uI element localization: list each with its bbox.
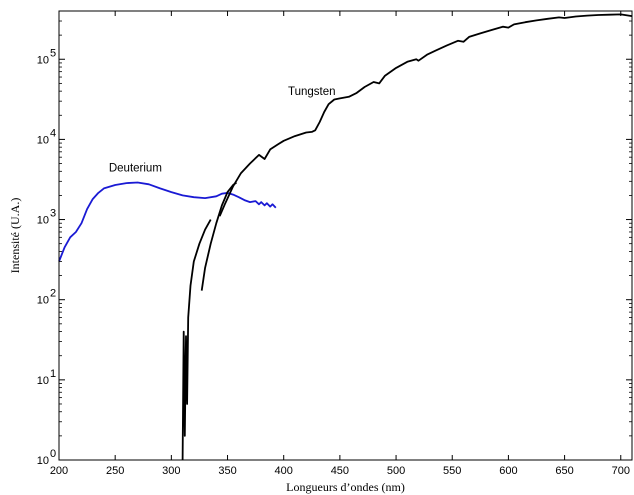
y-tick-exponent: 1: [50, 368, 56, 380]
x-tick-label: 350: [218, 465, 236, 477]
y-tick-label: 10: [37, 215, 49, 227]
x-tick-label: 650: [555, 465, 573, 477]
y-axis-title: Intensité (U.A.): [8, 198, 22, 274]
x-tick-label: 700: [612, 465, 630, 477]
x-tick-label: 400: [275, 465, 293, 477]
x-ticks: 200 250 300 350 400 450 500 550 600 650 700: [50, 11, 630, 477]
y-tick-label: 10: [37, 295, 49, 307]
y-tick-exponent: 0: [50, 448, 56, 460]
x-tick-label: 600: [499, 465, 517, 477]
plot-frame: [58, 10, 633, 461]
x-tick-label: 450: [331, 465, 349, 477]
y-tick-label: 10: [37, 54, 49, 66]
y-tick-label: 10: [37, 455, 49, 467]
y-tick-label: 10: [37, 375, 49, 387]
annotations: Deuterium Tungsten: [109, 86, 336, 174]
x-tick-label: 250: [106, 465, 124, 477]
x-tick-label: 300: [162, 465, 180, 477]
x-tick-label: 200: [50, 465, 68, 477]
series-line-3: [218, 13, 633, 217]
series-layer: [58, 13, 633, 461]
y-tick-exponent: 4: [50, 127, 56, 139]
series-line-1: [181, 219, 212, 461]
x-axis-title: Longueurs d’ondes (nm): [286, 480, 405, 494]
x-tick-label: 550: [443, 465, 461, 477]
y-tick-exponent: 5: [50, 47, 56, 59]
series-line-0: [58, 181, 277, 262]
annotation-label: Tungsten: [288, 86, 336, 98]
annotation-label: Deuterium: [109, 162, 162, 174]
y-tick-exponent: 2: [50, 288, 56, 300]
x-tick-label: 500: [387, 465, 405, 477]
y-tick-label: 10: [37, 134, 49, 146]
y-tick-exponent: 3: [50, 208, 56, 220]
